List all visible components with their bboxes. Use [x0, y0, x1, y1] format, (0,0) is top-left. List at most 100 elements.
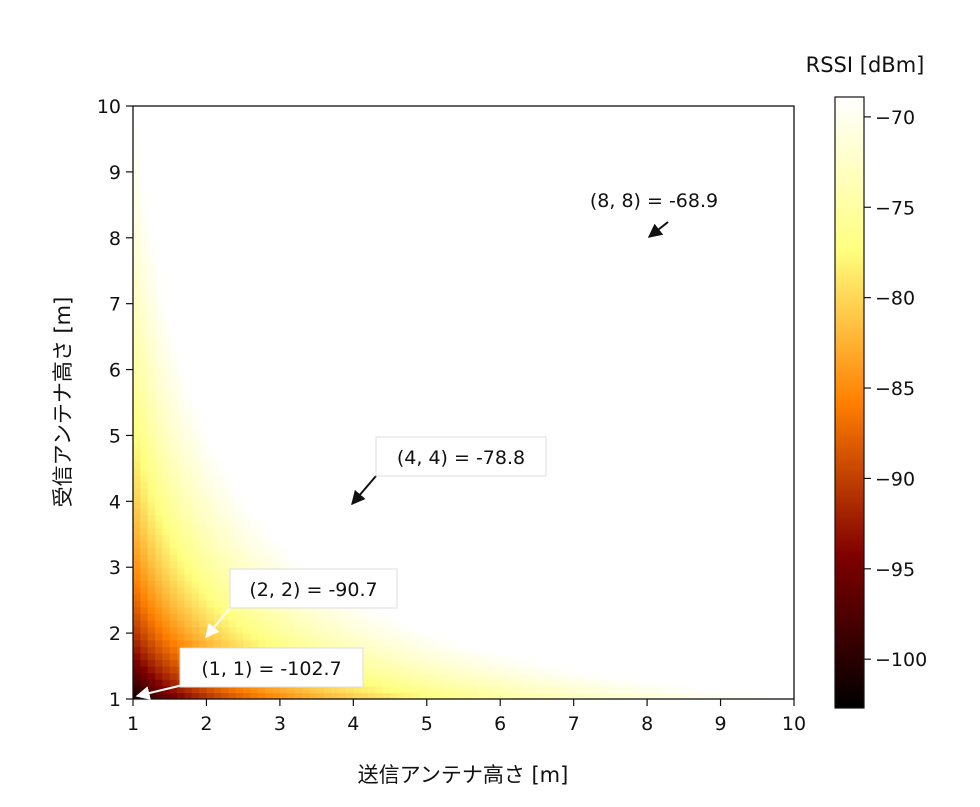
heatmap-cell [162, 204, 171, 213]
heatmap-cell [323, 540, 332, 549]
heatmap-cell [155, 204, 163, 213]
heatmap-cell [331, 224, 340, 232]
heatmap-cell [412, 547, 421, 555]
heatmap-cell [133, 679, 141, 687]
heatmap-cell [316, 264, 325, 272]
heatmap-cell [279, 442, 288, 450]
heatmap-cell [228, 606, 237, 614]
heatmap-cell [147, 488, 156, 496]
heatmap-cell [133, 488, 141, 496]
heatmap-cell [338, 415, 347, 423]
heatmap-cell [507, 692, 516, 699]
heatmap-cell [265, 310, 274, 318]
heatmap-cell [470, 330, 479, 338]
heatmap-cell [309, 527, 318, 535]
heatmap-cell [301, 356, 310, 364]
heatmap-cell [522, 303, 531, 311]
heatmap-cell [536, 547, 545, 555]
heatmap-cell [140, 362, 149, 371]
heatmap-cell [404, 323, 413, 331]
heatmap-cell [434, 303, 443, 311]
heatmap-cell [353, 415, 362, 423]
heatmap-cell [426, 218, 435, 226]
heatmap-cell [397, 652, 406, 661]
heatmap-cell [368, 125, 376, 133]
heatmap-cell [294, 639, 303, 647]
heatmap-cell [250, 237, 259, 245]
heatmap-cell [382, 132, 391, 140]
heatmap-cell [199, 316, 208, 325]
heatmap-cell [390, 672, 398, 680]
heatmap-cell [228, 290, 237, 298]
heatmap-cell [221, 356, 230, 364]
heatmap-cell [221, 224, 230, 232]
heatmap-cell [206, 158, 215, 166]
heatmap-cell [426, 119, 435, 127]
heatmap-cell [485, 692, 494, 699]
heatmap-cell [470, 158, 479, 166]
heatmap-cell [272, 191, 281, 199]
heatmap-cell [243, 613, 252, 621]
heatmap-cell [279, 613, 288, 621]
heatmap-cell [529, 600, 538, 608]
heatmap-cell [448, 488, 457, 496]
heatmap-cell [448, 310, 457, 318]
heatmap-cell [375, 303, 384, 311]
heatmap-cell [257, 362, 266, 371]
heatmap-cell [213, 633, 222, 641]
heatmap-cell [147, 106, 156, 114]
heatmap-cell [434, 119, 443, 127]
heatmap-cell [338, 685, 347, 694]
heatmap-cell [507, 428, 516, 437]
heatmap-cell [294, 171, 303, 180]
heatmap-cell [272, 685, 281, 694]
heatmap-cell [412, 613, 421, 621]
heatmap-cell [301, 237, 310, 245]
heatmap-cell [500, 171, 509, 180]
heatmap-cell [133, 567, 141, 575]
heatmap-cell [331, 303, 340, 311]
heatmap-cell [133, 501, 141, 509]
heatmap-cell [169, 573, 178, 581]
heatmap-cell [412, 626, 421, 634]
heatmap-cell [199, 369, 208, 377]
heatmap-cell [360, 633, 369, 641]
heatmap-cell [265, 474, 274, 483]
heatmap-cell [382, 119, 391, 127]
heatmap-cell [147, 547, 156, 555]
heatmap-cell [184, 547, 193, 555]
heatmap-cell [228, 685, 237, 694]
heatmap-cell [147, 586, 156, 595]
heatmap-cell [272, 138, 281, 147]
heatmap-cell [169, 165, 178, 173]
heatmap-cell [250, 264, 259, 272]
heatmap-cell [147, 580, 156, 588]
heatmap-cell [235, 224, 244, 232]
heatmap-cell [213, 343, 222, 351]
heatmap-cell [213, 185, 222, 193]
heatmap-cell [419, 297, 428, 305]
heatmap-cell [404, 138, 413, 147]
heatmap-cell [235, 409, 244, 417]
heatmap-cell [434, 547, 443, 555]
heatmap-cell [169, 659, 178, 667]
heatmap-cell [294, 474, 303, 483]
heatmap-cell [397, 560, 406, 568]
heatmap-cell [507, 613, 516, 621]
heatmap-cell [426, 501, 435, 509]
heatmap-cell [470, 626, 479, 634]
heatmap-cell [309, 330, 318, 338]
heatmap-cell [294, 362, 303, 371]
heatmap-cell [272, 507, 281, 516]
heatmap-cell [353, 158, 362, 166]
heatmap-cell [140, 270, 149, 278]
heatmap-cell [169, 349, 178, 357]
heatmap-cell [345, 435, 354, 443]
heatmap-cell [500, 270, 509, 278]
heatmap-cell [441, 171, 450, 180]
heatmap-cell [478, 586, 487, 595]
heatmap-cell [206, 448, 215, 456]
heatmap-cell [529, 178, 538, 186]
heatmap-cell [265, 422, 274, 430]
heatmap-cell [221, 481, 230, 489]
